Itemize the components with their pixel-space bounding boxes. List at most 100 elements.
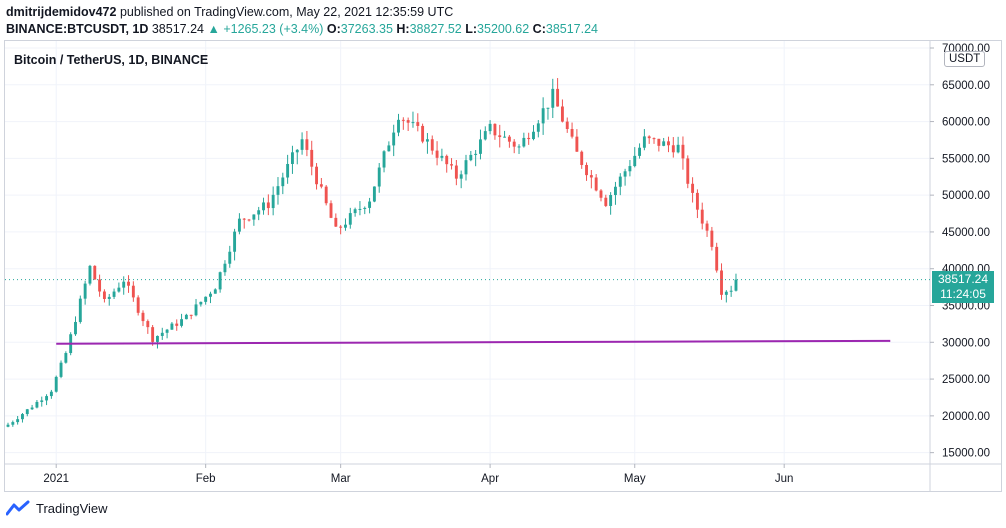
candle-body	[503, 136, 507, 138]
candles	[6, 78, 738, 428]
candle-body	[170, 323, 174, 330]
candle-body	[353, 209, 357, 214]
candle-body	[252, 214, 256, 220]
candle-body	[146, 321, 150, 328]
candle-body	[358, 208, 362, 210]
candle-body	[204, 296, 208, 302]
candle-body	[459, 174, 463, 179]
candle-body	[30, 407, 34, 410]
candle-body	[372, 186, 376, 202]
time-axis[interactable]: 2021 Feb Mar Apr May Jun	[43, 464, 793, 485]
candle-body	[160, 332, 164, 336]
publish-text: published on TradingView.com, May 22, 20…	[119, 5, 454, 19]
candle-body	[729, 290, 733, 292]
candle-body	[676, 144, 680, 153]
candle-body	[64, 353, 68, 363]
candle-body	[131, 285, 135, 298]
candle-body	[411, 122, 415, 124]
candle-body	[652, 138, 656, 140]
candle-body	[78, 298, 82, 322]
price-tick-label: 15000.00	[942, 448, 990, 460]
candle-body	[271, 194, 275, 209]
candle-body	[59, 362, 63, 377]
candle-body	[507, 136, 511, 142]
price-tick-label: 35000.00	[942, 301, 990, 313]
candle-body	[469, 154, 473, 161]
open-value: 37263.35	[340, 22, 393, 36]
candle-body	[175, 323, 179, 326]
price-tick-label: 30000.00	[942, 337, 990, 349]
candle-body	[339, 226, 343, 228]
close-value: 38517.24	[545, 22, 599, 36]
candle-body	[276, 186, 280, 195]
support-trendline[interactable]	[56, 339, 891, 345]
candle-body	[700, 209, 704, 224]
author-name[interactable]: dmitrijdemidov472	[6, 5, 117, 19]
footer-logo-text: TradingView	[36, 500, 108, 516]
tradingview-logo-icon	[6, 500, 30, 516]
candle-body	[25, 409, 29, 415]
candle-body	[416, 122, 420, 126]
candle-body	[266, 202, 270, 209]
candle-body	[286, 163, 290, 178]
chart-frame	[4, 40, 1002, 492]
price-tick-label: 25000.00	[942, 374, 990, 386]
candle-body	[406, 120, 410, 123]
candle-body	[614, 186, 617, 196]
candle-body	[348, 213, 352, 225]
candle-body	[319, 184, 323, 187]
candle-body	[194, 304, 198, 316]
candle-body	[565, 121, 569, 130]
candle-body	[638, 147, 642, 156]
candle-body	[98, 279, 102, 292]
candle-body	[691, 183, 695, 193]
candle-body	[329, 203, 333, 218]
candle-body	[392, 132, 396, 146]
candle-body	[734, 279, 738, 291]
candle-body	[141, 312, 145, 322]
candle-body	[112, 291, 116, 297]
candle-body	[199, 301, 203, 305]
candle-body	[715, 246, 719, 271]
price-tick-label: 45000.00	[942, 227, 990, 239]
candle-body	[454, 165, 458, 179]
candle-body	[623, 171, 627, 177]
currency-badge[interactable]: USDT	[944, 51, 986, 67]
publish-info: dmitrijdemidov472 published on TradingVi…	[6, 4, 453, 20]
candle-body	[21, 414, 24, 420]
candle-body	[464, 160, 468, 175]
candle-body	[180, 319, 184, 326]
candle-body	[575, 136, 579, 152]
price-tick-label: 20000.00	[942, 411, 990, 423]
low-value: 35200.62	[477, 22, 530, 36]
candle-body	[647, 136, 651, 139]
candle-body	[247, 219, 251, 221]
close-label: C:	[532, 22, 546, 36]
time-tick-label: Jun	[775, 473, 794, 485]
candle-body	[556, 88, 560, 107]
candle-body	[209, 293, 212, 297]
candle-body	[368, 201, 372, 208]
candle-body	[127, 281, 130, 286]
candle-body	[397, 119, 400, 133]
candle-body	[102, 291, 106, 300]
candle-body	[657, 138, 661, 146]
price-axis[interactable]: 70000.0065000.0060000.0055000.0050000.00…	[930, 43, 990, 460]
time-tick-label: 2021	[43, 473, 69, 485]
bar-countdown: 11:24:05	[940, 287, 986, 301]
candle-body	[6, 424, 10, 427]
footer-branding[interactable]: TradingView	[6, 500, 108, 516]
candle-body	[107, 296, 111, 300]
candle-body	[281, 177, 285, 187]
candle-body	[334, 217, 338, 227]
candle-body	[165, 329, 169, 333]
candle-body	[642, 136, 646, 148]
candle-body	[440, 155, 444, 158]
candle-body	[363, 207, 367, 209]
candle-body	[512, 141, 516, 147]
candle-body	[122, 281, 126, 288]
candle-body	[382, 151, 386, 168]
last-price-tag-value: 38517.24	[937, 272, 989, 286]
candle-body	[88, 265, 92, 284]
